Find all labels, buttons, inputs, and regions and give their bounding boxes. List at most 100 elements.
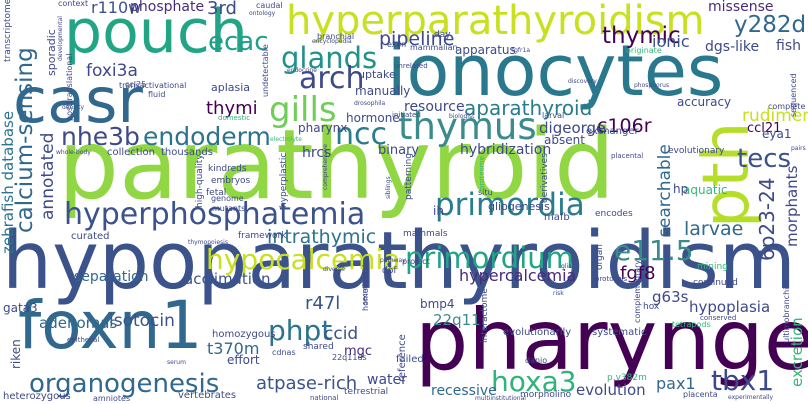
word-thymic: thymic [602, 23, 681, 49]
word-gills: gills [269, 90, 337, 130]
word-tecs: tecs [737, 144, 792, 174]
word-phosphate: phosphate [130, 0, 205, 15]
word-hyperparathyroidism: hyperparathyroidism [286, 0, 705, 44]
word-originate: originate [626, 46, 662, 55]
word-complete: complete [768, 102, 806, 111]
word-foxi3a: foxi3a [86, 61, 138, 81]
word-eya1: eya1 [762, 127, 792, 141]
word-binary: binary [378, 143, 420, 158]
word-thousands: thousands [161, 147, 213, 158]
word-ccid: ccid [324, 324, 359, 344]
word-e11-5: e11.5 [614, 234, 694, 267]
word-endoderm: endoderm [143, 122, 271, 151]
word-transactivational: transactivational [119, 81, 187, 90]
word-aquatic: aquatic [683, 183, 728, 197]
word-calcium-sensing: calcium-sensing [12, 47, 38, 233]
word-context: context [58, 0, 89, 8]
word-searchable: searchable [655, 144, 675, 237]
word-ontology: ontology [249, 10, 276, 17]
word-organ: organ [595, 244, 605, 270]
word-phosphorus: phosphorus [634, 82, 670, 89]
word-reference: reference [397, 334, 408, 382]
word-aparathyroid: aparathyroid [464, 96, 593, 120]
word-unrelated: unrelated [394, 62, 428, 70]
word-density: density [62, 104, 84, 111]
word-shared: shared [303, 342, 334, 352]
word-annotated: annotated [38, 132, 58, 220]
word-hybridization: hybridization [460, 142, 552, 158]
word-encodes: encodes [595, 209, 633, 219]
word-branchial: branchial [317, 32, 355, 41]
word-effort: effort [227, 353, 260, 367]
word-3rd: 3rd [207, 0, 237, 19]
word-initiated: initiated [392, 111, 421, 119]
word-framework: framework [238, 231, 287, 241]
word-exchanger: exchanger [586, 126, 639, 137]
word-mutants: mutants [212, 204, 246, 213]
word-evolution: evolution [576, 381, 646, 399]
word-caudal: caudal [256, 1, 283, 10]
word-derivatives: derivatives [540, 153, 550, 203]
word-r110w: r110w [91, 0, 142, 17]
word-hypoplasia: hypoplasia [689, 298, 771, 316]
word-protocols: protocols [595, 275, 628, 283]
word-discovery: discovery [568, 78, 597, 85]
word-ih: ih [433, 204, 444, 218]
word-morphants: morphants [783, 165, 801, 247]
word-diverse: diverse [323, 266, 346, 273]
word-biologist: biologist [449, 113, 475, 120]
word-water: water [367, 372, 407, 388]
word-curated: curated [71, 231, 110, 242]
word-organogenesis: organogenesis [29, 369, 220, 399]
word-comprehensive: comprehensive [322, 144, 329, 190]
word-undetectable: undetectable [261, 44, 270, 97]
word-drosophila: drosophila [354, 100, 386, 107]
word-22q11ds: 22q11ds [332, 353, 367, 362]
word-placental: placental [611, 152, 644, 160]
word-22q11: 22q11 [433, 311, 481, 329]
word-national: national [310, 394, 339, 402]
word-phpt: phpt [268, 314, 333, 347]
word-thymi: thymi [206, 98, 258, 119]
word-primordia: primordia [435, 187, 585, 223]
word-ccl21: ccl21 [747, 121, 782, 136]
word-hypercalcemia: hypercalcemia [459, 266, 577, 285]
word-adenomas: adenomas [39, 314, 118, 332]
word-ultimobranchial: ultimobranchial [782, 280, 791, 344]
word-sporadic: sporadic [45, 29, 58, 76]
word-mgc: mgc [344, 344, 373, 359]
word-primordium: primordium [405, 241, 574, 275]
word-p-v382m: p.v382m [607, 373, 647, 383]
word-ncc: ncc [335, 117, 388, 152]
word-pathway: pathway [380, 257, 406, 264]
word-exon: exon [387, 40, 407, 49]
word-pouch: pouch [64, 0, 248, 67]
word-pth: pth [690, 121, 764, 228]
word-y282d: y282d [734, 12, 807, 38]
word-epithelial: epithelial [67, 336, 100, 344]
word-homozygous: homozygous [212, 329, 276, 340]
word-rudiment: rudiment [742, 106, 808, 126]
word-interactome: interactome [480, 288, 490, 343]
word-pairs: pairs [791, 145, 806, 152]
word-manually: manually [355, 84, 411, 98]
word-morpholino: morpholino [520, 390, 572, 400]
word-recessive: recessive [431, 383, 497, 399]
word-proteome: proteome [478, 156, 486, 190]
word-ionocytes: ionocytes [387, 30, 724, 112]
word-encyclopedia: encyclopedia [312, 38, 352, 45]
word-ecac: ecac [208, 27, 269, 57]
word-separation: separation [74, 269, 149, 285]
word-fetal: fetal [206, 188, 227, 198]
word-excretion: excretion [788, 317, 806, 387]
word-developmental: developmental [57, 16, 64, 61]
word-atpase-rich: atpase-rich [256, 373, 358, 394]
word-embryos: embryos [211, 176, 251, 186]
word-c106r: c106r [597, 115, 652, 137]
word-kindreds: kindreds [208, 164, 247, 174]
word-vertebrates: vertebrates [178, 390, 237, 401]
word-tbx1: tbx1 [711, 364, 775, 397]
word-pharynx: pharynx [298, 121, 348, 135]
word-siblings: siblings [385, 176, 392, 199]
word-hp: hp [673, 182, 689, 196]
